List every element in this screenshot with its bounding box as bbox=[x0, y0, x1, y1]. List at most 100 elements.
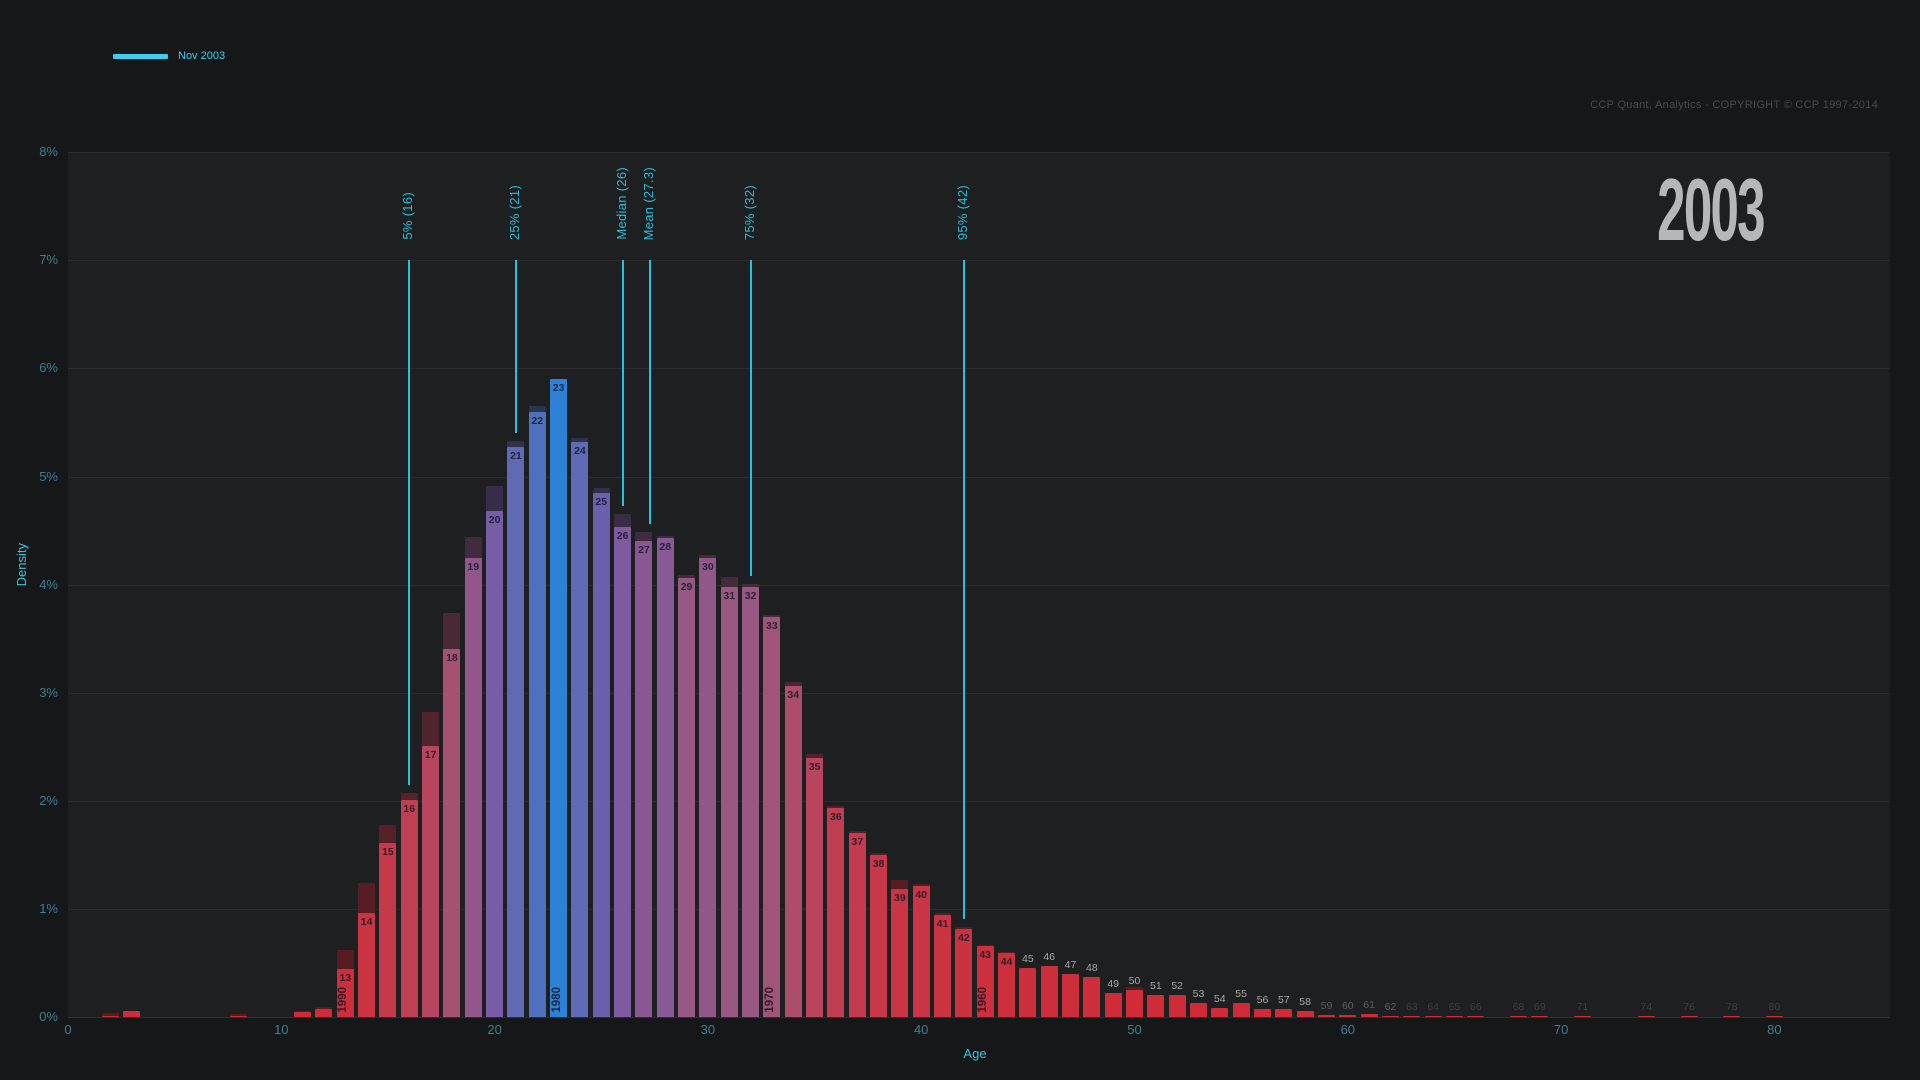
percentile-line-26 bbox=[621, 260, 624, 507]
bar-age-27[interactable] bbox=[635, 541, 653, 1017]
bar-age-3[interactable] bbox=[123, 1011, 141, 1017]
bar-age-12[interactable] bbox=[315, 1008, 333, 1017]
bar-age-2[interactable] bbox=[102, 1016, 120, 1018]
birth-year-label-1960: 1960 bbox=[977, 987, 990, 1013]
bar-age-60[interactable] bbox=[1339, 1015, 1357, 1017]
bar-age-56[interactable] bbox=[1253, 1009, 1271, 1017]
bar-age-59[interactable] bbox=[1317, 1014, 1335, 1017]
bar-age-30[interactable] bbox=[699, 557, 717, 1017]
bar-age-18[interactable] bbox=[443, 649, 461, 1017]
bar-age-52[interactable] bbox=[1168, 995, 1186, 1017]
bar-label: 71 bbox=[1576, 1001, 1589, 1014]
bar-age-8[interactable] bbox=[230, 1016, 248, 1018]
bar-age-25[interactable] bbox=[592, 492, 610, 1017]
gridline-0% bbox=[68, 1017, 1890, 1018]
bar-age-76[interactable] bbox=[1680, 1016, 1698, 1018]
bar-age-68[interactable] bbox=[1509, 1016, 1527, 1018]
bar-age-22[interactable] bbox=[528, 411, 546, 1017]
bar-age-54[interactable] bbox=[1211, 1008, 1229, 1017]
y-tick-label: 5% bbox=[39, 468, 58, 484]
bar-label: 39 bbox=[894, 892, 906, 905]
bar-age-61[interactable] bbox=[1360, 1013, 1378, 1017]
bar-age-44[interactable] bbox=[998, 953, 1016, 1017]
bar-label: 18 bbox=[446, 652, 458, 665]
bar-age-69[interactable] bbox=[1531, 1016, 1549, 1018]
birth-year-label-1970: 1970 bbox=[763, 987, 776, 1013]
y-tick-label: 3% bbox=[39, 684, 58, 700]
bar-age-66[interactable] bbox=[1467, 1016, 1485, 1018]
bar-label: 20 bbox=[488, 514, 501, 527]
bar-age-13[interactable] bbox=[336, 969, 354, 1017]
bar-label: 13 bbox=[339, 972, 352, 985]
bar-label: 56 bbox=[1256, 994, 1269, 1007]
bar-age-26[interactable] bbox=[614, 527, 632, 1017]
bar-age-63[interactable] bbox=[1403, 1016, 1421, 1018]
bar-age-28[interactable] bbox=[656, 538, 674, 1017]
bar-age-55[interactable] bbox=[1232, 1002, 1250, 1017]
bar-label: 29 bbox=[680, 581, 693, 594]
bar-age-35[interactable] bbox=[806, 757, 824, 1017]
bar-age-74[interactable] bbox=[1637, 1016, 1655, 1018]
bar-age-71[interactable] bbox=[1573, 1016, 1591, 1018]
bar-age-16[interactable] bbox=[400, 799, 418, 1017]
bar-age-23[interactable] bbox=[550, 379, 568, 1017]
bar-age-15[interactable] bbox=[379, 842, 397, 1017]
bar-age-78[interactable] bbox=[1723, 1016, 1741, 1018]
bar-label: 21 bbox=[510, 450, 522, 463]
bar-age-51[interactable] bbox=[1147, 995, 1165, 1017]
bar-label: 74 bbox=[1640, 1001, 1653, 1014]
bar-age-41[interactable] bbox=[934, 915, 952, 1017]
y-tick-label: 8% bbox=[39, 144, 58, 160]
x-tick-label: 70 bbox=[1553, 1022, 1569, 1037]
bar-age-19[interactable] bbox=[464, 557, 482, 1017]
bar-label: 19 bbox=[467, 560, 480, 573]
bar-age-38[interactable] bbox=[870, 854, 888, 1017]
bar-age-65[interactable] bbox=[1445, 1016, 1463, 1018]
bar-age-36[interactable] bbox=[827, 808, 845, 1017]
bar-age-58[interactable] bbox=[1296, 1010, 1314, 1017]
bar-label: 32 bbox=[744, 589, 757, 602]
y-tick-label: 7% bbox=[39, 252, 58, 268]
copyright-watermark: CCP Quant, Analytics - COPYRIGHT © CCP 1… bbox=[1590, 99, 1878, 111]
x-tick-label: 40 bbox=[913, 1022, 929, 1037]
bar-age-17[interactable] bbox=[422, 745, 440, 1017]
bar-label: 23 bbox=[552, 382, 565, 395]
bar-age-21[interactable] bbox=[507, 447, 525, 1017]
bar-age-20[interactable] bbox=[486, 511, 504, 1017]
bar-age-24[interactable] bbox=[571, 441, 589, 1017]
bar-age-45[interactable] bbox=[1019, 968, 1037, 1017]
bar-age-32[interactable] bbox=[742, 586, 760, 1017]
bar-label: 30 bbox=[702, 560, 714, 573]
bar-age-42[interactable] bbox=[955, 929, 973, 1017]
bar-age-46[interactable] bbox=[1040, 966, 1058, 1017]
bar-age-33[interactable] bbox=[763, 617, 781, 1017]
bar-age-53[interactable] bbox=[1189, 1002, 1207, 1017]
x-axis-title: Age bbox=[963, 1046, 987, 1061]
bar-age-47[interactable] bbox=[1062, 973, 1079, 1017]
bar-age-37[interactable] bbox=[848, 833, 866, 1017]
bar-age-34[interactable] bbox=[784, 686, 802, 1017]
bar-age-80[interactable] bbox=[1765, 1016, 1783, 1018]
bar-age-14[interactable] bbox=[358, 913, 376, 1017]
bar-age-43[interactable] bbox=[976, 945, 994, 1017]
bar-age-40[interactable] bbox=[912, 886, 930, 1017]
bar-age-62[interactable] bbox=[1381, 1015, 1399, 1017]
bar-age-39[interactable] bbox=[891, 889, 909, 1017]
legend[interactable]: Nov 2003 bbox=[113, 50, 225, 62]
bar-age-11[interactable] bbox=[294, 1011, 312, 1017]
bar-label: 51 bbox=[1149, 980, 1162, 993]
bar-label: 50 bbox=[1128, 974, 1141, 987]
gridline-2% bbox=[68, 800, 1890, 802]
bar-age-29[interactable] bbox=[678, 578, 696, 1017]
bar-label: 42 bbox=[958, 932, 970, 945]
bar-age-48[interactable] bbox=[1083, 977, 1101, 1017]
bar-age-64[interactable] bbox=[1424, 1016, 1442, 1018]
bar-age-50[interactable] bbox=[1126, 989, 1143, 1017]
percentile-label: 25% (21) bbox=[506, 184, 522, 240]
bar-label: 60 bbox=[1341, 1000, 1354, 1013]
x-tick-label: 0 bbox=[64, 1022, 72, 1037]
bar-label: 41 bbox=[936, 918, 949, 931]
bar-age-49[interactable] bbox=[1104, 993, 1122, 1017]
bar-age-57[interactable] bbox=[1275, 1009, 1293, 1017]
bar-age-31[interactable] bbox=[720, 586, 738, 1017]
